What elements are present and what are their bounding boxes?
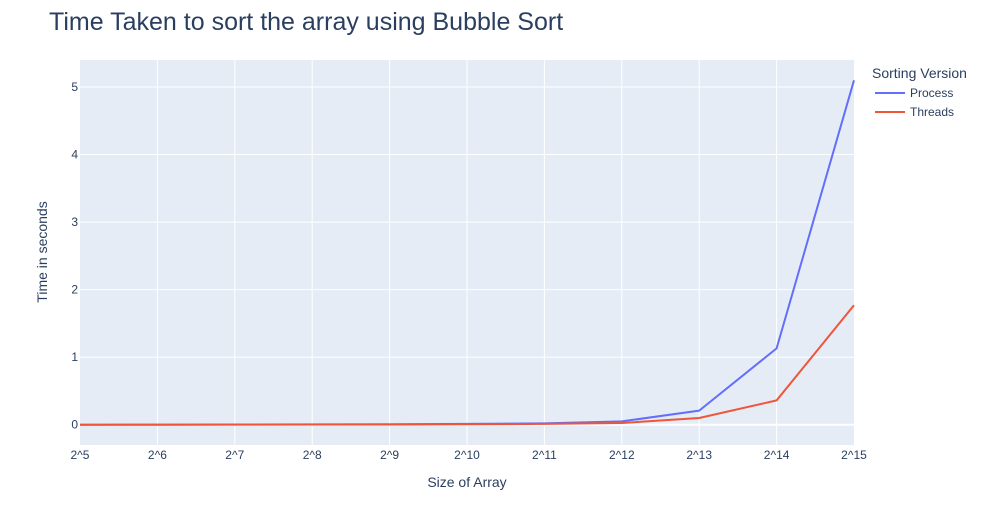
x-tick-label: 2^13 [686,448,712,462]
y-tick-label: 1 [71,350,78,364]
legend-items: Process Threads [875,86,954,119]
x-tick-label: 2^14 [764,448,790,462]
x-tick-label: 2^7 [225,448,244,462]
chart-title: Time Taken to sort the array using Bubbl… [49,8,563,36]
legend-label: Process [910,86,953,100]
x-tick-label: 2^8 [303,448,322,462]
legend-label: Threads [910,105,954,119]
legend[interactable]: Sorting Version Process Threads [872,65,967,119]
x-tick-label: 2^5 [71,448,90,462]
legend-item-threads[interactable]: Threads [875,105,954,119]
x-tick-label: 2^9 [380,448,399,462]
series-lines [79,80,855,426]
y-axis-title: Time in seconds [34,201,50,302]
y-tick-label: 5 [71,80,78,94]
x-axis-title: Size of Array [427,474,506,490]
x-tick-label: 2^6 [148,448,167,462]
legend-item-process[interactable]: Process [875,86,953,100]
y-tick-label: 0 [71,418,78,432]
y-tick-label: 2 [71,283,78,297]
x-tick-label: 2^15 [841,448,867,462]
x-tick-label: 2^12 [609,448,635,462]
legend-title: Sorting Version [872,65,967,81]
y-tick-label: 4 [71,148,78,162]
y-tick-labels: 0 1 2 3 4 5 [71,80,78,432]
x-tick-labels: 2^5 2^6 2^7 2^8 2^9 2^10 2^11 2^12 2^13 2^14 2^15 [71,448,868,462]
series-line-threads[interactable] [80,304,855,426]
grid [80,60,854,445]
y-tick-label: 3 [71,215,78,229]
x-tick-label: 2^10 [454,448,480,462]
x-tick-label: 2^11 [532,448,557,462]
